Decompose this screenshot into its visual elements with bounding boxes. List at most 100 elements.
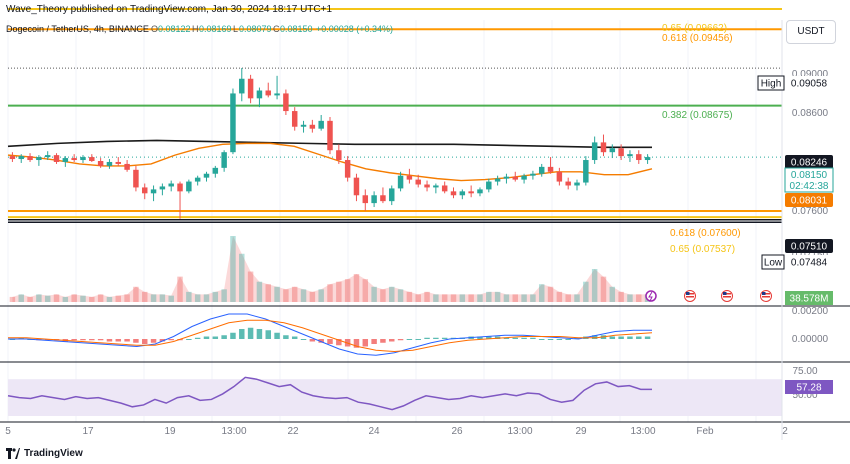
volume-bar: [415, 294, 421, 302]
macd-histogram-bar: [503, 337, 510, 339]
macd-histogram-bar: [150, 339, 157, 343]
macd-histogram-bar: [265, 330, 271, 339]
candle-body: [512, 176, 518, 180]
volume-bar: [530, 294, 536, 302]
candle-body: [106, 161, 113, 166]
flag-stripe: [762, 293, 770, 295]
candles: [9, 67, 651, 219]
macd-histogram-bar: [433, 337, 439, 339]
macd-histogram-bar: [565, 339, 571, 340]
macd-histogram-bar: [371, 339, 377, 344]
volume-bar: [18, 294, 24, 302]
volume-bar: [344, 279, 351, 302]
macd-histogram-bar: [362, 339, 369, 347]
volume-bar: [362, 279, 369, 302]
candle-body: [133, 169, 139, 188]
candle-body: [194, 177, 201, 182]
candle-body: [44, 155, 51, 158]
volume-bar: [591, 269, 598, 302]
macd-line: [8, 313, 652, 356]
macd-histogram-bar: [309, 339, 316, 342]
macd-histogram-bar: [230, 332, 236, 339]
candle-body: [371, 195, 377, 204]
volume-bar: [327, 284, 333, 302]
rsi-line: [7, 376, 652, 411]
macd-histogram-bar: [406, 339, 413, 340]
rsi-band-fill: [8, 379, 782, 416]
macd-histogram-bar: [327, 339, 333, 344]
macd-histogram-bar: [477, 336, 483, 339]
macd-histogram-bar: [415, 339, 421, 340]
flag-stripe: [723, 293, 731, 295]
tradingview-logo-icon: [6, 448, 20, 459]
macd-histogram-bar: [538, 339, 545, 340]
candle-body: [115, 161, 122, 164]
macd-histogram-bar: [389, 339, 395, 342]
volume-bar: [239, 253, 245, 302]
candle-body: [583, 160, 589, 183]
volume-bar: [159, 294, 166, 302]
macd-histogram-bar: [115, 339, 122, 342]
macd-histogram-bar: [89, 339, 95, 341]
macd-histogram-bar: [97, 339, 104, 341]
high-value: 0.08169: [199, 24, 232, 34]
volume-bar: [265, 284, 271, 302]
volume-bar: [168, 295, 174, 302]
currency-button[interactable]: USDT: [786, 20, 836, 44]
flag-stripe: [686, 293, 694, 295]
lightning-icon: [645, 290, 657, 302]
volume-tag-bg: [785, 291, 833, 305]
macd-histogram-bar: [18, 337, 24, 339]
candle-body: [477, 189, 483, 194]
flag-canton: [686, 292, 690, 295]
volume-bar: [565, 294, 571, 302]
volume-bar: [150, 294, 157, 302]
low-label: L: [233, 24, 239, 34]
volume-bar: [433, 294, 439, 302]
macd-histogram-bar: [521, 337, 527, 339]
candle-body: [62, 158, 69, 162]
macd-histogram-bar: [441, 337, 448, 339]
volume-bar: [406, 291, 413, 302]
macd-histogram-bar: [353, 339, 360, 348]
lightning-bolt: [648, 291, 653, 302]
candle-body: [380, 195, 386, 202]
volume-tag: 38.578M: [790, 294, 829, 305]
time-tick: 17: [82, 426, 94, 437]
volume-bar: [556, 291, 563, 302]
candle-body: [318, 120, 324, 129]
candle-body: [591, 142, 598, 161]
fib-label: 0.65 (0.07537): [670, 244, 735, 255]
symbol-name[interactable]: Dogecoin / TetherUS, 4h, BINANCE: [6, 24, 149, 34]
volume-bar: [256, 281, 263, 302]
volume-bar: [309, 291, 316, 302]
candle-body: [159, 186, 166, 190]
volume-bar: [389, 286, 395, 302]
macd-histogram-bar: [627, 336, 633, 339]
low-label: Low: [764, 258, 783, 269]
candle-body: [212, 167, 219, 174]
ema50-tag: 0.08031: [791, 196, 828, 207]
volume-bar: [459, 294, 466, 302]
last-price-bg: [784, 167, 834, 193]
publisher-bar: Wave_Theory published on TradingView.com…: [0, 0, 850, 20]
rsi-tick: 50.00: [792, 390, 817, 401]
volume-bar: [36, 294, 42, 302]
candle-body: [459, 191, 466, 196]
macd-histogram-bar: [71, 339, 77, 341]
macd-histogram-bar: [80, 339, 86, 341]
volume-bar: [124, 294, 130, 302]
time-tick: 5: [5, 426, 11, 437]
fib-label: 0.382 (0.08675): [662, 110, 733, 121]
volume-bar: [186, 291, 192, 302]
candle-body: [177, 183, 183, 192]
candle-body: [441, 185, 448, 192]
macd-histogram-bar: [239, 329, 245, 339]
macd-histogram-bar: [318, 339, 324, 343]
macd-tick: 0.00000: [792, 334, 829, 345]
candle-body: [424, 184, 430, 188]
price-tick: 0.08600: [792, 108, 829, 119]
time-tick: 13:00: [507, 426, 532, 437]
fib-levels: [8, 8, 782, 224]
volume-bar: [486, 291, 492, 302]
